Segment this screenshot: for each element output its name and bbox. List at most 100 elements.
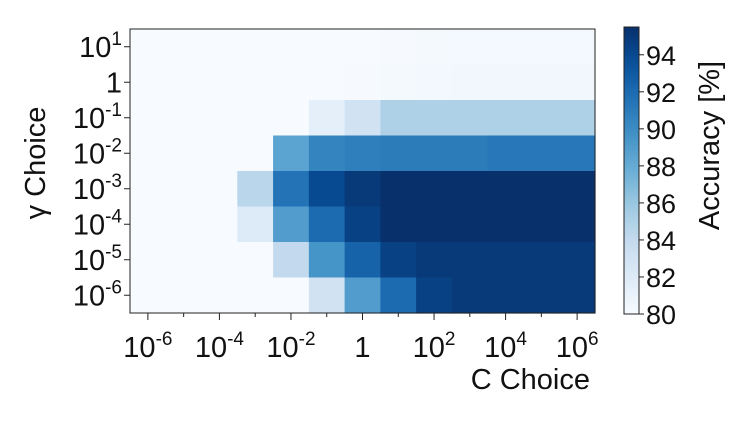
y-tick-label: 1 <box>106 67 122 99</box>
heatmap-cell <box>344 277 381 314</box>
y-tick-label: 10-5 <box>73 242 122 277</box>
heatmap-cell <box>308 277 346 314</box>
heatmap-cell <box>487 64 525 101</box>
heatmap-cell <box>273 64 310 101</box>
heatmap-cell <box>237 100 274 137</box>
heatmap-cell <box>273 171 310 208</box>
heatmap-cell <box>380 206 417 243</box>
heatmap-cell <box>416 29 453 66</box>
heatmap-cell <box>416 171 453 208</box>
heatmap-cell <box>380 242 417 279</box>
heatmap-cell <box>344 29 381 66</box>
heatmap-cell <box>308 29 346 66</box>
heatmap-cell <box>523 135 560 172</box>
heatmap-cell <box>201 135 238 172</box>
heatmap-cell <box>165 135 203 172</box>
heatmap-cell <box>559 171 596 208</box>
heatmap-cells <box>130 29 596 314</box>
heatmap-cell <box>451 206 489 243</box>
x-tick-label: 106 <box>556 329 599 364</box>
heatmap-cell <box>416 242 453 279</box>
colorbar-tick-label: 88 <box>646 152 676 182</box>
heatmap-cell <box>559 100 596 137</box>
y-tick-label: 10-1 <box>73 100 122 135</box>
heatmap-cell <box>201 277 238 314</box>
heatmap-cell <box>165 277 203 314</box>
heatmap-cell <box>237 29 274 66</box>
heatmap-cell <box>380 64 417 101</box>
heatmap-cell <box>487 135 525 172</box>
heatmap-cell <box>273 206 310 243</box>
heatmap-cell <box>523 206 560 243</box>
heatmap-cell <box>344 135 381 172</box>
heatmap-cell <box>344 64 381 101</box>
colorbar-tick-label: 82 <box>646 263 676 293</box>
heatmap-cell <box>201 29 238 66</box>
x-tick-label: 10-2 <box>266 329 315 364</box>
heatmap-cell <box>130 100 167 137</box>
heatmap-cell <box>559 277 596 314</box>
heatmap-cell <box>523 100 560 137</box>
x-axis-label: C Choice <box>471 364 590 396</box>
heatmap-cell <box>451 242 489 279</box>
x-axis-ticks: 10-6 10-4 10-2 1 102 104 106 <box>123 313 599 364</box>
x-tick-label: 10-4 <box>195 329 245 364</box>
colorbar-tick-label: 92 <box>646 78 676 108</box>
heatmap-cell <box>416 100 453 137</box>
x-tick-label: 10-6 <box>123 329 172 364</box>
y-tick-label: 10-6 <box>73 277 122 312</box>
heatmap-cell <box>237 206 274 243</box>
heatmap-cell <box>487 206 525 243</box>
heatmap-cell <box>487 242 525 279</box>
heatmap-cell <box>523 242 560 279</box>
heatmap-cell <box>308 64 346 101</box>
heatmap-cell <box>380 100 417 137</box>
heatmap-cell <box>487 171 525 208</box>
heatmap-cell <box>416 277 453 314</box>
heatmap-cell <box>344 171 381 208</box>
heatmap-cell <box>344 242 381 279</box>
heatmap-cell <box>308 206 346 243</box>
heatmap-cell <box>380 135 417 172</box>
heatmap-cell <box>380 29 417 66</box>
colorbar-label: Accuracy [%] <box>694 61 726 230</box>
x-tick-label: 104 <box>484 329 527 364</box>
heatmap-cell <box>273 277 310 314</box>
heatmap-cell <box>201 242 238 279</box>
heatmap-cell <box>201 171 238 208</box>
heatmap-cell <box>380 277 417 314</box>
heatmap-cell <box>523 171 560 208</box>
heatmap-cell <box>451 277 489 314</box>
colorbar-ticks: 80 82 84 86 88 90 92 94 <box>639 41 676 330</box>
heatmap-cell <box>416 64 453 101</box>
heatmap-cell <box>559 135 596 172</box>
y-tick-label: 10-3 <box>73 171 122 206</box>
heatmap-cell <box>237 242 274 279</box>
colorbar-tick-label: 94 <box>646 41 676 71</box>
x-tick-label: 1 <box>354 332 370 364</box>
x-tick-label: 102 <box>413 329 456 364</box>
heatmap-cell <box>273 29 310 66</box>
heatmap-cell <box>237 171 274 208</box>
heatmap-cell <box>344 206 381 243</box>
heatmap-cell <box>165 100 203 137</box>
heatmap-cell <box>273 100 310 137</box>
heatmap-cell <box>487 29 525 66</box>
heatmap-cell <box>523 277 560 314</box>
y-tick-label: 101 <box>79 29 122 64</box>
heatmap-cell <box>165 206 203 243</box>
heatmap-cell <box>130 171 167 208</box>
heatmap-cell <box>559 242 596 279</box>
heatmap-cell <box>165 242 203 279</box>
heatmap-cell <box>237 64 274 101</box>
y-tick-label: 10-2 <box>73 135 122 170</box>
colorbar-tick-label: 80 <box>646 300 676 330</box>
heatmap-cell <box>237 277 274 314</box>
heatmap-cell <box>380 171 417 208</box>
heatmap-cell <box>130 135 167 172</box>
heatmap-cell <box>487 277 525 314</box>
heatmap-cell <box>451 100 489 137</box>
colorbar-tick-label: 90 <box>646 115 676 145</box>
heatmap-cell <box>344 100 381 137</box>
